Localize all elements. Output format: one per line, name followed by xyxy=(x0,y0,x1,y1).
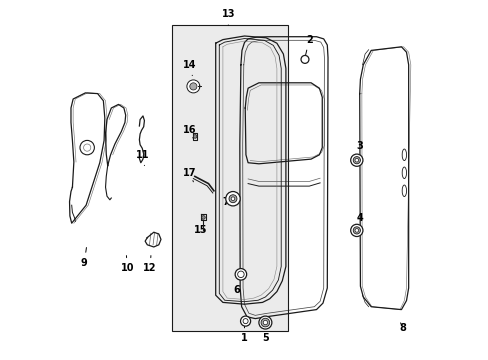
Circle shape xyxy=(201,216,205,219)
Text: 16: 16 xyxy=(183,125,196,139)
Text: 4: 4 xyxy=(355,213,362,227)
Bar xyxy=(172,25,287,331)
Circle shape xyxy=(354,229,358,232)
Circle shape xyxy=(186,80,200,93)
Circle shape xyxy=(258,316,271,329)
Circle shape xyxy=(352,157,360,164)
Circle shape xyxy=(352,227,360,234)
Text: 15: 15 xyxy=(193,220,207,235)
Text: 2: 2 xyxy=(305,35,312,55)
Text: 17: 17 xyxy=(183,168,196,182)
Text: 14: 14 xyxy=(183,60,196,76)
Text: 12: 12 xyxy=(143,256,157,273)
Text: 5: 5 xyxy=(262,326,269,343)
Text: 8: 8 xyxy=(399,323,406,333)
Text: 7: 7 xyxy=(222,197,229,207)
Circle shape xyxy=(350,224,362,237)
Circle shape xyxy=(231,197,234,201)
Text: 9: 9 xyxy=(81,248,87,268)
Text: 6: 6 xyxy=(233,277,240,295)
Text: 13: 13 xyxy=(221,9,235,25)
Circle shape xyxy=(228,195,237,203)
Text: 10: 10 xyxy=(121,256,134,273)
Text: 1: 1 xyxy=(241,326,247,343)
Circle shape xyxy=(240,316,250,326)
Circle shape xyxy=(225,192,240,206)
Text: 11: 11 xyxy=(136,150,149,166)
Circle shape xyxy=(350,154,362,166)
Text: 3: 3 xyxy=(355,141,362,158)
Circle shape xyxy=(263,320,267,325)
Circle shape xyxy=(354,158,358,162)
Circle shape xyxy=(235,269,246,280)
Circle shape xyxy=(193,135,197,138)
Circle shape xyxy=(261,318,269,327)
Circle shape xyxy=(189,83,197,90)
